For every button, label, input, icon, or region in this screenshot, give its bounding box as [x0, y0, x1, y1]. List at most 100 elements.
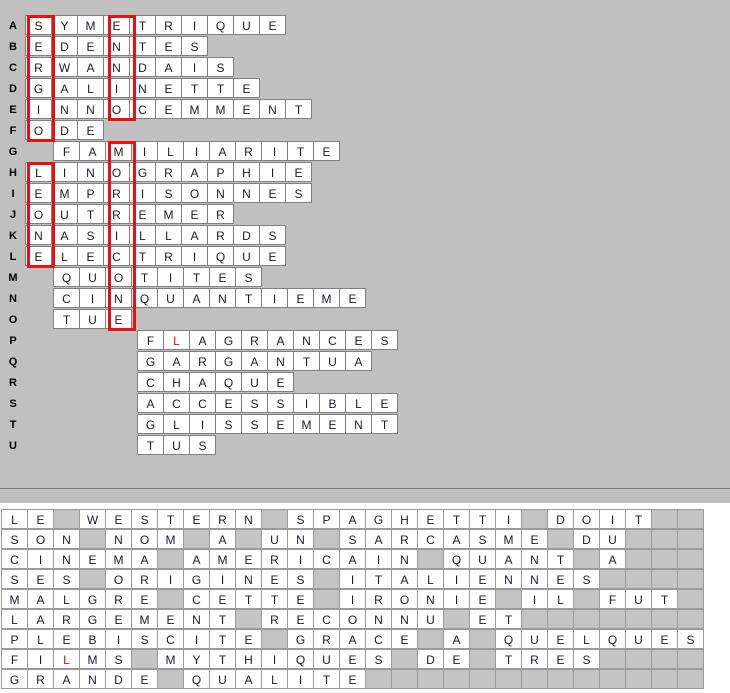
grid-cell[interactable]: T [53, 309, 80, 329]
solution-cell[interactable]: U [521, 629, 548, 649]
solution-cell[interactable]: N [391, 609, 418, 629]
grid-cell[interactable]: I [261, 141, 288, 161]
solution-cell[interactable]: R [105, 589, 132, 609]
grid-cell[interactable]: N [293, 330, 320, 350]
grid-cell[interactable]: D [129, 57, 156, 77]
solution-cell[interactable]: U [313, 649, 340, 669]
solution-cell[interactable]: M [157, 529, 184, 549]
grid-cell[interactable]: U [79, 309, 106, 329]
solution-cell[interactable]: N [235, 569, 262, 589]
solution-cell[interactable]: N [79, 669, 106, 689]
solution-cell[interactable]: C [313, 609, 340, 629]
solution-cell[interactable]: S [1, 529, 28, 549]
solution-cell[interactable]: S [1, 569, 28, 589]
grid-cell[interactable]: S [241, 414, 268, 434]
grid-cell[interactable]: C [137, 372, 164, 392]
solution-cell[interactable]: T [157, 509, 184, 529]
solution-cell[interactable]: L [1, 509, 28, 529]
grid-cell[interactable]: I [189, 414, 216, 434]
grid-cell[interactable]: L [345, 393, 372, 413]
solution-cell[interactable]: U [625, 589, 652, 609]
solution-cell[interactable]: T [547, 549, 574, 569]
solution-cell[interactable]: E [235, 629, 262, 649]
grid-cell[interactable]: A [155, 57, 182, 77]
grid-cell[interactable]: S [189, 435, 216, 455]
grid-cell[interactable]: E [339, 288, 366, 308]
solution-cell[interactable]: T [495, 649, 522, 669]
solution-cell[interactable]: S [53, 569, 80, 589]
solution-cell[interactable]: O [131, 529, 158, 549]
solution-cell[interactable]: N [417, 589, 444, 609]
solution-cell[interactable]: A [365, 529, 392, 549]
grid-cell[interactable]: R [207, 225, 234, 245]
solution-cell[interactable]: M [1, 589, 28, 609]
grid-cell[interactable]: L [163, 330, 190, 350]
grid-cell[interactable]: M [293, 414, 320, 434]
solution-cell[interactable]: L [261, 669, 288, 689]
grid-cell[interactable]: E [105, 309, 132, 329]
grid-cell[interactable]: E [129, 204, 156, 224]
grid-cell[interactable]: O [103, 162, 130, 182]
solution-cell[interactable]: E [547, 569, 574, 589]
grid-cell[interactable]: E [259, 183, 286, 203]
grid-cell[interactable]: L [129, 225, 156, 245]
grid-cell[interactable]: Q [207, 15, 234, 35]
solution-cell[interactable]: E [287, 609, 314, 629]
grid-cell[interactable]: A [189, 372, 216, 392]
solution-cell[interactable]: R [521, 649, 548, 669]
solution-cell[interactable]: R [209, 509, 236, 529]
solution-cell[interactable]: S [469, 529, 496, 549]
solution-cell[interactable]: I [27, 549, 54, 569]
solution-cell[interactable]: S [677, 629, 704, 649]
solution-cell[interactable]: C [313, 549, 340, 569]
grid-cell[interactable]: I [261, 288, 288, 308]
grid-cell[interactable]: N [267, 351, 294, 371]
grid-cell[interactable]: L [155, 225, 182, 245]
solution-cell[interactable]: T [625, 509, 652, 529]
solution-cell[interactable]: E [339, 649, 366, 669]
grid-cell[interactable]: T [235, 288, 262, 308]
grid-cell[interactable]: I [181, 57, 208, 77]
grid-cell[interactable]: N [209, 288, 236, 308]
solution-cell[interactable]: S [287, 509, 314, 529]
solution-cell[interactable]: A [235, 669, 262, 689]
grid-cell[interactable]: E [319, 414, 346, 434]
grid-cell[interactable]: S [77, 225, 104, 245]
solution-cell[interactable]: E [131, 589, 158, 609]
solution-cell[interactable]: I [339, 569, 366, 589]
solution-cell[interactable]: A [599, 549, 626, 569]
solution-cell[interactable]: A [495, 549, 522, 569]
grid-cell[interactable]: N [77, 99, 104, 119]
grid-cell[interactable]: E [285, 162, 312, 182]
solution-cell[interactable]: M [157, 649, 184, 669]
grid-cell[interactable]: R [103, 204, 130, 224]
solution-cell[interactable]: I [339, 589, 366, 609]
grid-cell[interactable]: E [267, 372, 294, 392]
grid-cell[interactable]: A [345, 351, 372, 371]
grid-cell[interactable]: F [53, 141, 80, 161]
grid-cell[interactable]: E [155, 36, 182, 56]
solution-cell[interactable]: T [235, 589, 262, 609]
solution-cell[interactable]: G [79, 609, 106, 629]
grid-cell[interactable]: E [77, 36, 104, 56]
solution-cell[interactable]: G [365, 509, 392, 529]
grid-cell[interactable]: I [103, 78, 130, 98]
grid-cell[interactable]: I [51, 162, 78, 182]
solution-cell[interactable]: Q [183, 669, 210, 689]
solution-cell[interactable]: R [27, 669, 54, 689]
grid-cell[interactable]: C [189, 393, 216, 413]
grid-cell[interactable]: I [25, 99, 52, 119]
grid-cell[interactable]: G [137, 351, 164, 371]
solution-cell[interactable]: E [105, 509, 132, 529]
grid-cell[interactable]: I [131, 141, 158, 161]
solution-cell[interactable]: I [209, 569, 236, 589]
grid-cell[interactable]: S [155, 183, 182, 203]
solution-cell[interactable]: U [625, 629, 652, 649]
grid-cell[interactable]: R [189, 351, 216, 371]
grid-cell[interactable]: Y [51, 15, 78, 35]
solution-cell[interactable]: T [469, 509, 496, 529]
grid-cell[interactable]: H [163, 372, 190, 392]
solution-cell[interactable]: F [1, 649, 28, 669]
solution-cell[interactable]: E [157, 609, 184, 629]
solution-cell[interactable]: N [53, 549, 80, 569]
